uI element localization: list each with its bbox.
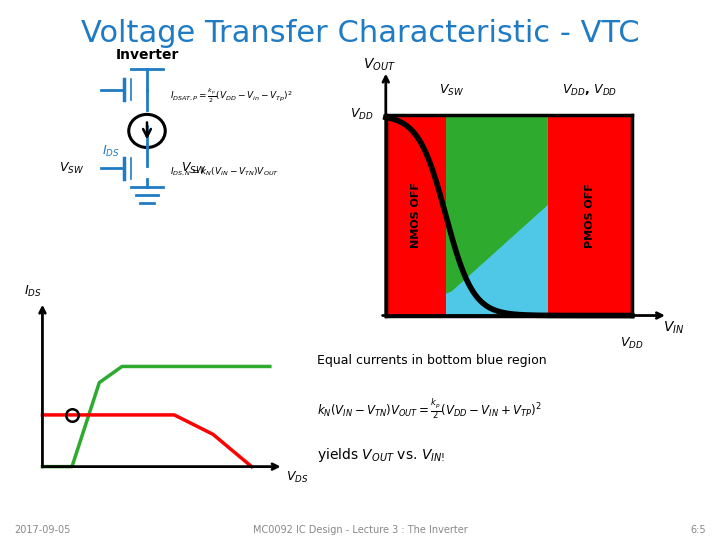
- Bar: [386, 115, 446, 315]
- Text: $V_{DD}$: $V_{DD}$: [350, 107, 374, 123]
- Bar: [386, 115, 446, 315]
- Text: $V_{SW}$: $V_{SW}$: [439, 83, 464, 98]
- Text: 6:5: 6:5: [690, 524, 706, 535]
- Text: $V_{IN}$: $V_{IN}$: [663, 319, 685, 336]
- Polygon shape: [386, 115, 548, 315]
- Text: $k_N(V_{IN} - V_{TN})V_{OUT} = \frac{k_p}{2}(V_{DD} - V_{IN} + V_{TP})^2$: $k_N(V_{IN} - V_{TN})V_{OUT} = \frac{k_p…: [317, 397, 541, 421]
- Text: Voltage Transfer Characteristic - VTC: Voltage Transfer Characteristic - VTC: [81, 19, 639, 48]
- Text: Equal currents in bottom blue region: Equal currents in bottom blue region: [317, 354, 546, 367]
- Polygon shape: [446, 205, 548, 315]
- Text: yields $V_{OUT}$ vs. $V_{IN!}$: yields $V_{OUT}$ vs. $V_{IN!}$: [317, 446, 445, 463]
- Text: $I_{DSAT,P} = \frac{k_p}{2}(V_{DD} - V_{in} - V_{Tp})^2$: $I_{DSAT,P} = \frac{k_p}{2}(V_{DD} - V_{…: [170, 86, 292, 105]
- Text: $V_{OUT}$: $V_{OUT}$: [364, 57, 396, 73]
- Text: $I_{DS}$: $I_{DS}$: [102, 144, 120, 159]
- Text: $V_{DS}$: $V_{DS}$: [286, 470, 308, 485]
- Text: $V_{SW}$: $V_{SW}$: [181, 161, 206, 176]
- Text: PMOS OFF: PMOS OFF: [585, 183, 595, 248]
- Bar: [446, 115, 548, 315]
- Text: $V_{DD}$: $V_{DD}$: [620, 335, 644, 350]
- Text: NMOS OFF: NMOS OFF: [411, 183, 420, 248]
- Text: $V_{DD}$, $V_{DD}$: $V_{DD}$, $V_{DD}$: [562, 83, 617, 98]
- Text: 2017-09-05: 2017-09-05: [14, 524, 71, 535]
- Text: $I_{DS}$: $I_{DS}$: [24, 284, 42, 299]
- Bar: [548, 115, 632, 315]
- Text: $I_{DS,N} = k_N(V_{IN} - V_{TN})V_{OUT}$: $I_{DS,N} = k_N(V_{IN} - V_{TN})V_{OUT}$: [170, 166, 279, 179]
- Text: $V_{SW}$: $V_{SW}$: [59, 161, 84, 176]
- Text: Inverter: Inverter: [115, 48, 179, 62]
- Text: MC0092 IC Design - Lecture 3 : The Inverter: MC0092 IC Design - Lecture 3 : The Inver…: [253, 524, 467, 535]
